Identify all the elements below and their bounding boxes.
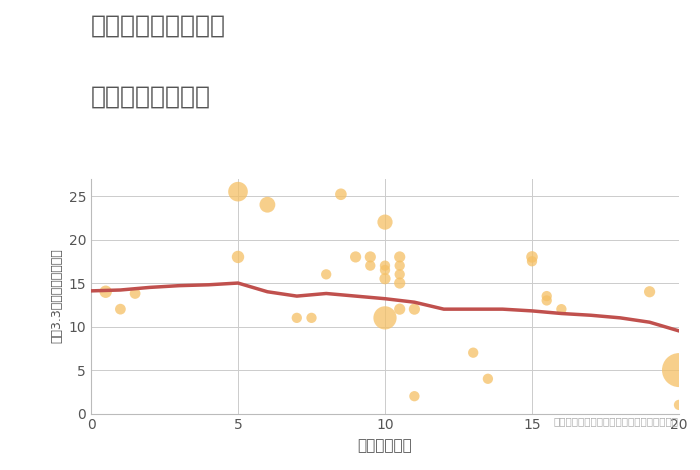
Point <box>232 188 244 196</box>
Point <box>365 262 376 269</box>
Point <box>409 306 420 313</box>
Point <box>409 392 420 400</box>
Point <box>394 279 405 287</box>
Text: 兵庫県豊岡市森津の: 兵庫県豊岡市森津の <box>91 14 226 38</box>
Point <box>394 253 405 261</box>
X-axis label: 駅距離（分）: 駅距離（分） <box>358 438 412 453</box>
Point <box>350 253 361 261</box>
Point <box>379 314 391 321</box>
Point <box>379 219 391 226</box>
Text: 駅距離別土地価格: 駅距離別土地価格 <box>91 85 211 109</box>
Point <box>673 401 685 408</box>
Point <box>541 292 552 300</box>
Point <box>379 262 391 269</box>
Point <box>291 314 302 321</box>
Point <box>365 253 376 261</box>
Point <box>482 375 493 383</box>
Point <box>379 275 391 282</box>
Point <box>306 314 317 321</box>
Point <box>321 271 332 278</box>
Point <box>556 306 567 313</box>
Point <box>100 288 111 296</box>
Point <box>394 306 405 313</box>
Point <box>468 349 479 356</box>
Point <box>379 266 391 274</box>
Point <box>115 306 126 313</box>
Point <box>394 262 405 269</box>
Point <box>130 290 141 297</box>
Point <box>526 258 538 265</box>
Point <box>335 190 346 198</box>
Point <box>644 288 655 296</box>
Point <box>232 253 244 261</box>
Point <box>394 271 405 278</box>
Point <box>673 366 685 374</box>
Point <box>541 297 552 304</box>
Y-axis label: 坪（3.3㎡）単価（万円）: 坪（3.3㎡）単価（万円） <box>50 249 63 344</box>
Point <box>262 201 273 209</box>
Text: 円の大きさは、取引のあった物件面積を示す: 円の大きさは、取引のあった物件面積を示す <box>554 416 679 426</box>
Point <box>526 253 538 261</box>
